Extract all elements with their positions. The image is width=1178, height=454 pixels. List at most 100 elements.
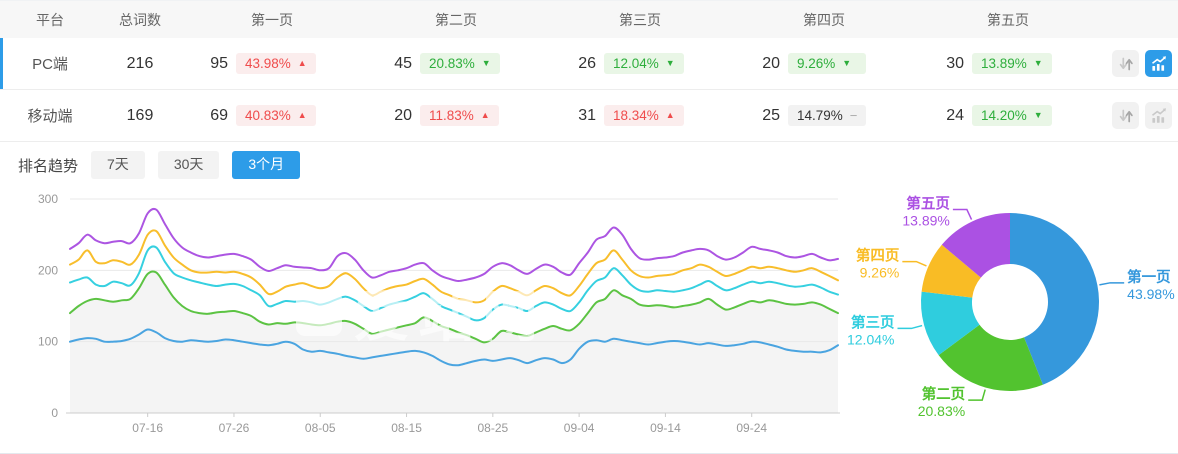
donut-label-line [902,260,927,267]
donut-label-percent: 9.26% [860,265,900,281]
page-stat-cell: 69 40.83% ▲ [180,104,364,127]
x-tick-label: 08-25 [477,421,508,435]
trend-chart-button[interactable] [1145,50,1172,77]
platform-name: PC端 [32,56,68,73]
page-stat-cell: 20 11.83% ▲ [364,104,548,127]
sort-button[interactable] [1112,102,1139,129]
table-row[interactable]: PC端 216 95 43.98% ▲ 45 20.83% ▼ 26 12.04… [0,38,1178,90]
column-header: 总词数 [119,11,161,28]
trend-arrow-icon: − [849,108,858,123]
page-stat-cell: 20 9.26% ▼ [732,52,916,75]
total-words: 216 [126,54,154,72]
x-tick-label: 07-26 [219,421,250,435]
trend-section-title: 排名趋势 [18,157,79,175]
page-change-badge: 9.26% ▼ [788,52,866,75]
platform-name: 移动端 [27,108,73,125]
donut-label-name: 第五页 [906,195,950,213]
y-tick-label: 0 [51,406,58,420]
range-tab-30天[interactable]: 30天 [157,151,220,179]
page-change-percent: 11.83% [429,107,474,123]
page-change-badge: 18.34% ▲ [604,104,684,127]
page-change-percent: 9.26% [797,55,836,71]
trend-toolbar: 排名趋势 7天 30天 3个月 [0,142,1178,188]
page-keyword-count: 25 [762,106,780,124]
table-header-row: 平台 总词数 第一页 第二页 第三页 第四页 第五页 [0,1,1178,38]
page-stat-cell: 26 12.04% ▼ [548,52,732,75]
page-change-badge: 12.04% ▼ [604,52,684,75]
trend-arrow-icon: ▲ [480,110,490,120]
donut-slice-第三页[interactable] [921,291,980,356]
y-tick-label: 100 [38,335,58,349]
y-tick-label: 300 [38,192,58,206]
table-body: PC端 216 95 43.98% ▲ 45 20.83% ▼ 26 12.04… [0,38,1178,142]
page-stat-cell: 31 18.34% ▲ [548,104,732,127]
page-change-badge: 14.20% ▼ [972,104,1052,127]
page-change-percent: 13.89% [981,55,1027,71]
column-header: 第五页 [987,11,1029,28]
trend-chart-icon [1151,55,1166,71]
page-change-percent: 43.98% [245,55,291,71]
x-tick-label: 08-05 [305,421,336,435]
charts-section: 07-16 07-26 08-05 08-15 08-25 09-04 09-14 09-24… [0,188,1178,454]
x-tick-label: 09-24 [736,421,767,435]
page-keyword-count: 31 [578,106,596,124]
x-tick-label: 08-15 [391,421,422,435]
column-header: 第四页 [803,11,845,28]
column-header: 第二页 [435,11,477,28]
range-tab-3个月[interactable]: 3个月 [232,151,301,179]
donut-label-percent: 13.89% [902,213,949,229]
trend-arrow-icon: ▼ [1033,110,1043,120]
page-change-percent: 18.34% [613,107,659,123]
page-change-percent: 20.83% [429,55,475,71]
trend-arrow-icon: ▼ [665,58,675,68]
total-words: 169 [126,106,154,124]
donut-label-line [952,208,973,220]
page-keyword-count: 69 [210,106,228,124]
donut-label-name: 第三页 [851,313,895,331]
trend-line-chart[interactable]: 07-16 07-26 08-05 08-15 08-25 09-04 09-14 09-24… [0,188,842,454]
line-series-第二页 [69,270,839,344]
donut-label-percent: 43.98% [1127,286,1174,302]
page-stat-cell: 24 14.20% ▼ [916,104,1100,127]
donut-slice-第五页[interactable] [941,213,1010,278]
trend-arrow-icon: ▼ [842,58,852,68]
line-series-第三页 [69,245,839,322]
donut-label-line [968,389,986,401]
donut-label-line [1099,282,1125,286]
page-change-badge: 11.83% ▲ [420,104,499,127]
page-change-percent: 14.20% [981,107,1027,123]
table-row[interactable]: 移动端 169 69 40.83% ▲ 20 11.83% ▲ 31 18.34… [0,90,1178,142]
donut-slice-第二页[interactable] [938,324,1043,391]
donut-label-percent: 20.83% [918,403,965,419]
trend-chart-icon [1151,107,1166,123]
page-keyword-count: 20 [762,54,780,72]
page-change-badge: 43.98% ▲ [236,52,316,75]
column-header: 平台 [36,11,64,28]
page-keyword-count: 30 [946,54,964,72]
donut-label-percent: 12.04% [847,331,894,347]
trend-arrow-icon: ▲ [297,110,307,120]
page-change-badge: 13.89% ▼ [972,52,1052,75]
page-distribution-donut[interactable]: 第一页 43.98% 第二页 20.83% 第三页 12.04% 第四页 9.26% 第五页 13… [840,188,1178,454]
column-header: 第三页 [619,11,661,28]
donut-slice-第一页[interactable] [1010,213,1099,385]
line-chart-canvas[interactable]: 07-16 07-26 08-05 08-15 08-25 09-04 09-14 09-24… [0,188,842,454]
x-tick-label: 09-04 [564,421,595,435]
donut-label-name: 第四页 [856,247,900,265]
page-keyword-count: 45 [394,54,412,72]
sort-arrows-icon [1119,109,1133,122]
page-keyword-count: 20 [394,106,412,124]
trend-arrow-icon: ▼ [1033,58,1043,68]
row-actions [1100,50,1178,77]
range-tab-7天[interactable]: 7天 [91,151,145,179]
trend-arrow-icon: ▼ [481,58,491,68]
donut-label-line [897,324,923,330]
donut-slice-第四页[interactable] [921,244,981,298]
page-stat-cell: 25 14.79% − [732,104,916,127]
page-change-badge: 14.79% − [788,104,867,127]
sort-button[interactable] [1112,50,1139,77]
trend-chart-button[interactable] [1145,102,1172,129]
page-change-percent: 12.04% [613,55,659,71]
